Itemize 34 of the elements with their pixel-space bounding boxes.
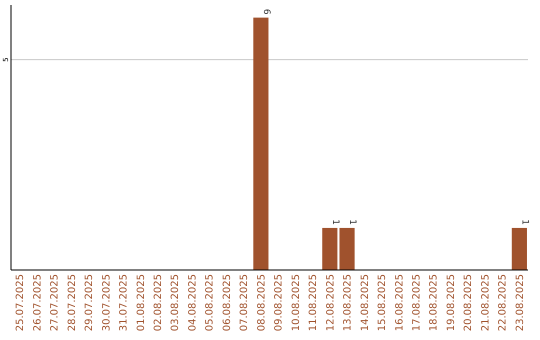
- data-label: 1: [330, 219, 340, 225]
- x-tick-label: 07.08.2025: [239, 274, 250, 332]
- x-tick-label: 10.08.2025: [290, 274, 302, 332]
- x-tick-label: 09.08.2025: [274, 274, 285, 332]
- x-tick-label: 11.08.2025: [308, 274, 320, 332]
- x-tick-label: 02.08.2025: [152, 274, 164, 332]
- x-tick-label: 30.07.2025: [101, 274, 112, 332]
- x-tick-label: 18.08.2025: [428, 274, 440, 332]
- x-tick-label: 29.07.2025: [84, 274, 96, 332]
- x-tick-label: 20.08.2025: [463, 274, 474, 332]
- x-tick-label: 21.08.2025: [480, 274, 492, 332]
- x-tick-label: 28.07.2025: [66, 274, 78, 332]
- data-label: 6: [260, 8, 271, 15]
- x-tick-label: 16.08.2025: [394, 274, 406, 332]
- x-tick-label: 06.08.2025: [222, 274, 233, 332]
- x-tick-label: 26.07.2025: [32, 274, 44, 332]
- x-tick-label: 15.08.2025: [377, 274, 388, 332]
- x-tick-label: 14.08.2025: [360, 274, 371, 332]
- data-label: 1: [519, 219, 530, 225]
- x-tick-label: 27.07.2025: [50, 274, 61, 332]
- x-tick-label: 03.08.2025: [170, 274, 182, 332]
- x-tick-label: 04.08.2025: [187, 274, 198, 332]
- x-tick-label: 05.08.2025: [204, 274, 216, 332]
- x-tick-label: 23.08.2025: [514, 274, 526, 332]
- x-tick-label: 19.08.2025: [446, 274, 457, 332]
- x-tick-label: 08.08.2025: [256, 274, 268, 332]
- data-label: 1: [347, 219, 358, 225]
- x-tick-label: 17.08.2025: [411, 274, 422, 332]
- x-tick-label: 31.07.2025: [118, 274, 130, 332]
- x-tick-label: 22.08.2025: [498, 274, 509, 332]
- x-tick-label: 01.08.2025: [136, 274, 147, 332]
- x-tick-label: 12.08.2025: [325, 274, 336, 332]
- x-tick-label: 25.07.2025: [15, 274, 26, 332]
- x-tick-label: 13.08.2025: [342, 274, 354, 332]
